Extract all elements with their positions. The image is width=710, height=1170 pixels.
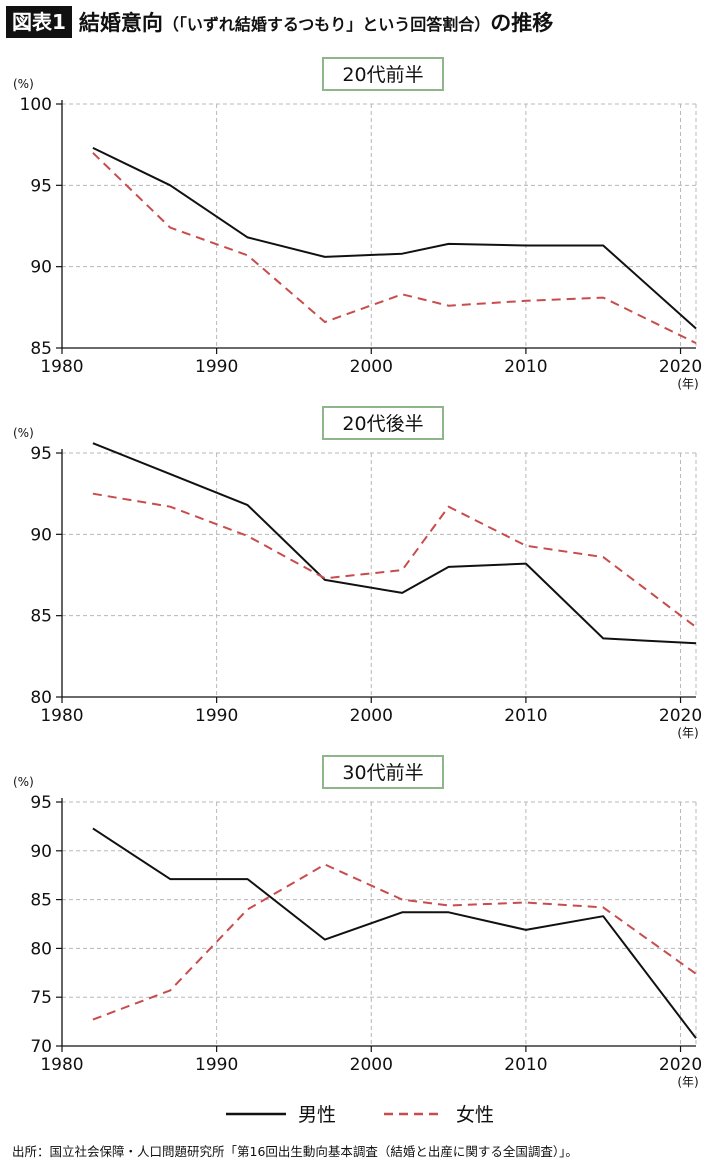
x-tick-label: 1980 (40, 1055, 83, 1075)
y-tick-label: 90 (30, 842, 52, 862)
y-tick-label: 80 (30, 939, 52, 959)
x-unit-label: (年) (677, 726, 698, 740)
x-tick-label: 1990 (195, 706, 238, 726)
x-tick-label: 2000 (350, 1055, 393, 1075)
y-tick-label: 75 (30, 988, 52, 1008)
y-tick-label: 80 (30, 688, 52, 708)
x-tick-label: 1990 (195, 1055, 238, 1075)
panel-title: 20代後半 (342, 413, 423, 435)
series-line-male (92, 442, 697, 645)
x-tick-label: 1980 (40, 357, 83, 377)
panel-title: 30代前半 (342, 762, 423, 784)
x-unit-label: (年) (677, 377, 698, 391)
panel-title: 20代前半 (342, 64, 423, 86)
line-chart-30s-early: 70 75 80 85 90 95 1980 1990 2000 2010 2020 (%) (年) 30… (13, 755, 702, 1089)
figure-header: 図表1 結婚意向（「いずれ結婚するつもり」という回答割合）の推移 (6, 4, 553, 40)
chart-panel-30s-early: 70 75 80 85 90 95 1980 1990 2000 2010 2020 (%) (年) 30… (0, 754, 710, 1114)
figure-title-subtitle: （「いずれ結婚するつもり」という回答割合） (162, 15, 491, 34)
figure-badge: 図表1 (6, 6, 72, 38)
y-unit-label: (%) (13, 775, 34, 789)
panel-title-box (322, 406, 444, 440)
y-tick-label: 95 (30, 176, 52, 196)
y-tick-label: 95 (30, 793, 52, 813)
legend: 男性 女性 (0, 1096, 710, 1130)
chart-panel-20s-late: 80 85 90 95 1980 1990 2000 2010 2020 (%) (年) 20代後半 (0, 405, 710, 765)
y-tick-label: 90 (30, 525, 52, 545)
legend-svg: 男性 女性 (226, 1104, 494, 1126)
y-unit-label: (%) (13, 426, 34, 440)
y-unit-label: (%) (13, 77, 34, 91)
legend-male-label: 男性 (298, 1104, 336, 1126)
x-tick-label: 2010 (504, 1055, 547, 1075)
panel-title-box (322, 57, 444, 91)
y-tick-label: 85 (30, 891, 52, 911)
line-chart-20s-late: 80 85 90 95 1980 1990 2000 2010 2020 (%) (年) 20代後半 (13, 406, 702, 740)
y-tick-label: 90 (30, 258, 52, 278)
x-tick-label: 2020 (659, 1055, 702, 1075)
y-tick-label: 70 (30, 1037, 52, 1057)
y-tick-label: 85 (30, 607, 52, 627)
chart-panel-20s-early: 85 90 95 100 1980 1990 2000 2010 2020 (%) (年) 20代前半 (0, 56, 710, 416)
y-tick-label: 85 (30, 339, 52, 359)
series-line-female (92, 492, 697, 628)
y-tick-label: 100 (20, 95, 52, 115)
figure-title-main: 結婚意向 (78, 11, 163, 35)
x-tick-label: 2020 (659, 357, 702, 377)
x-tick-label: 2010 (504, 357, 547, 377)
series-line-male (92, 146, 697, 330)
x-unit-label: (年) (677, 1075, 698, 1089)
x-tick-label: 2020 (659, 706, 702, 726)
legend-female-label: 女性 (456, 1104, 494, 1126)
source-note: 出所：国立社会保障・人口問題研究所「第16回出生動向基本調査（結婚と出産に関する… (12, 1144, 578, 1159)
x-tick-label: 1990 (195, 357, 238, 377)
series-line-male (92, 827, 697, 1039)
panel-title-box (322, 755, 444, 789)
figure-title: 結婚意向（「いずれ結婚するつもり」という回答割合）の推移 (79, 7, 553, 37)
x-tick-label: 2000 (350, 357, 393, 377)
x-tick-label: 1980 (40, 706, 83, 726)
line-chart-20s-early: 85 90 95 100 1980 1990 2000 2010 2020 (%) (年) 20代前半 (13, 57, 702, 391)
y-tick-label: 95 (30, 444, 52, 464)
figure-title-suffix: の推移 (490, 11, 554, 35)
x-tick-label: 2000 (350, 706, 393, 726)
x-tick-label: 2010 (504, 706, 547, 726)
series-line-female (92, 863, 697, 1021)
